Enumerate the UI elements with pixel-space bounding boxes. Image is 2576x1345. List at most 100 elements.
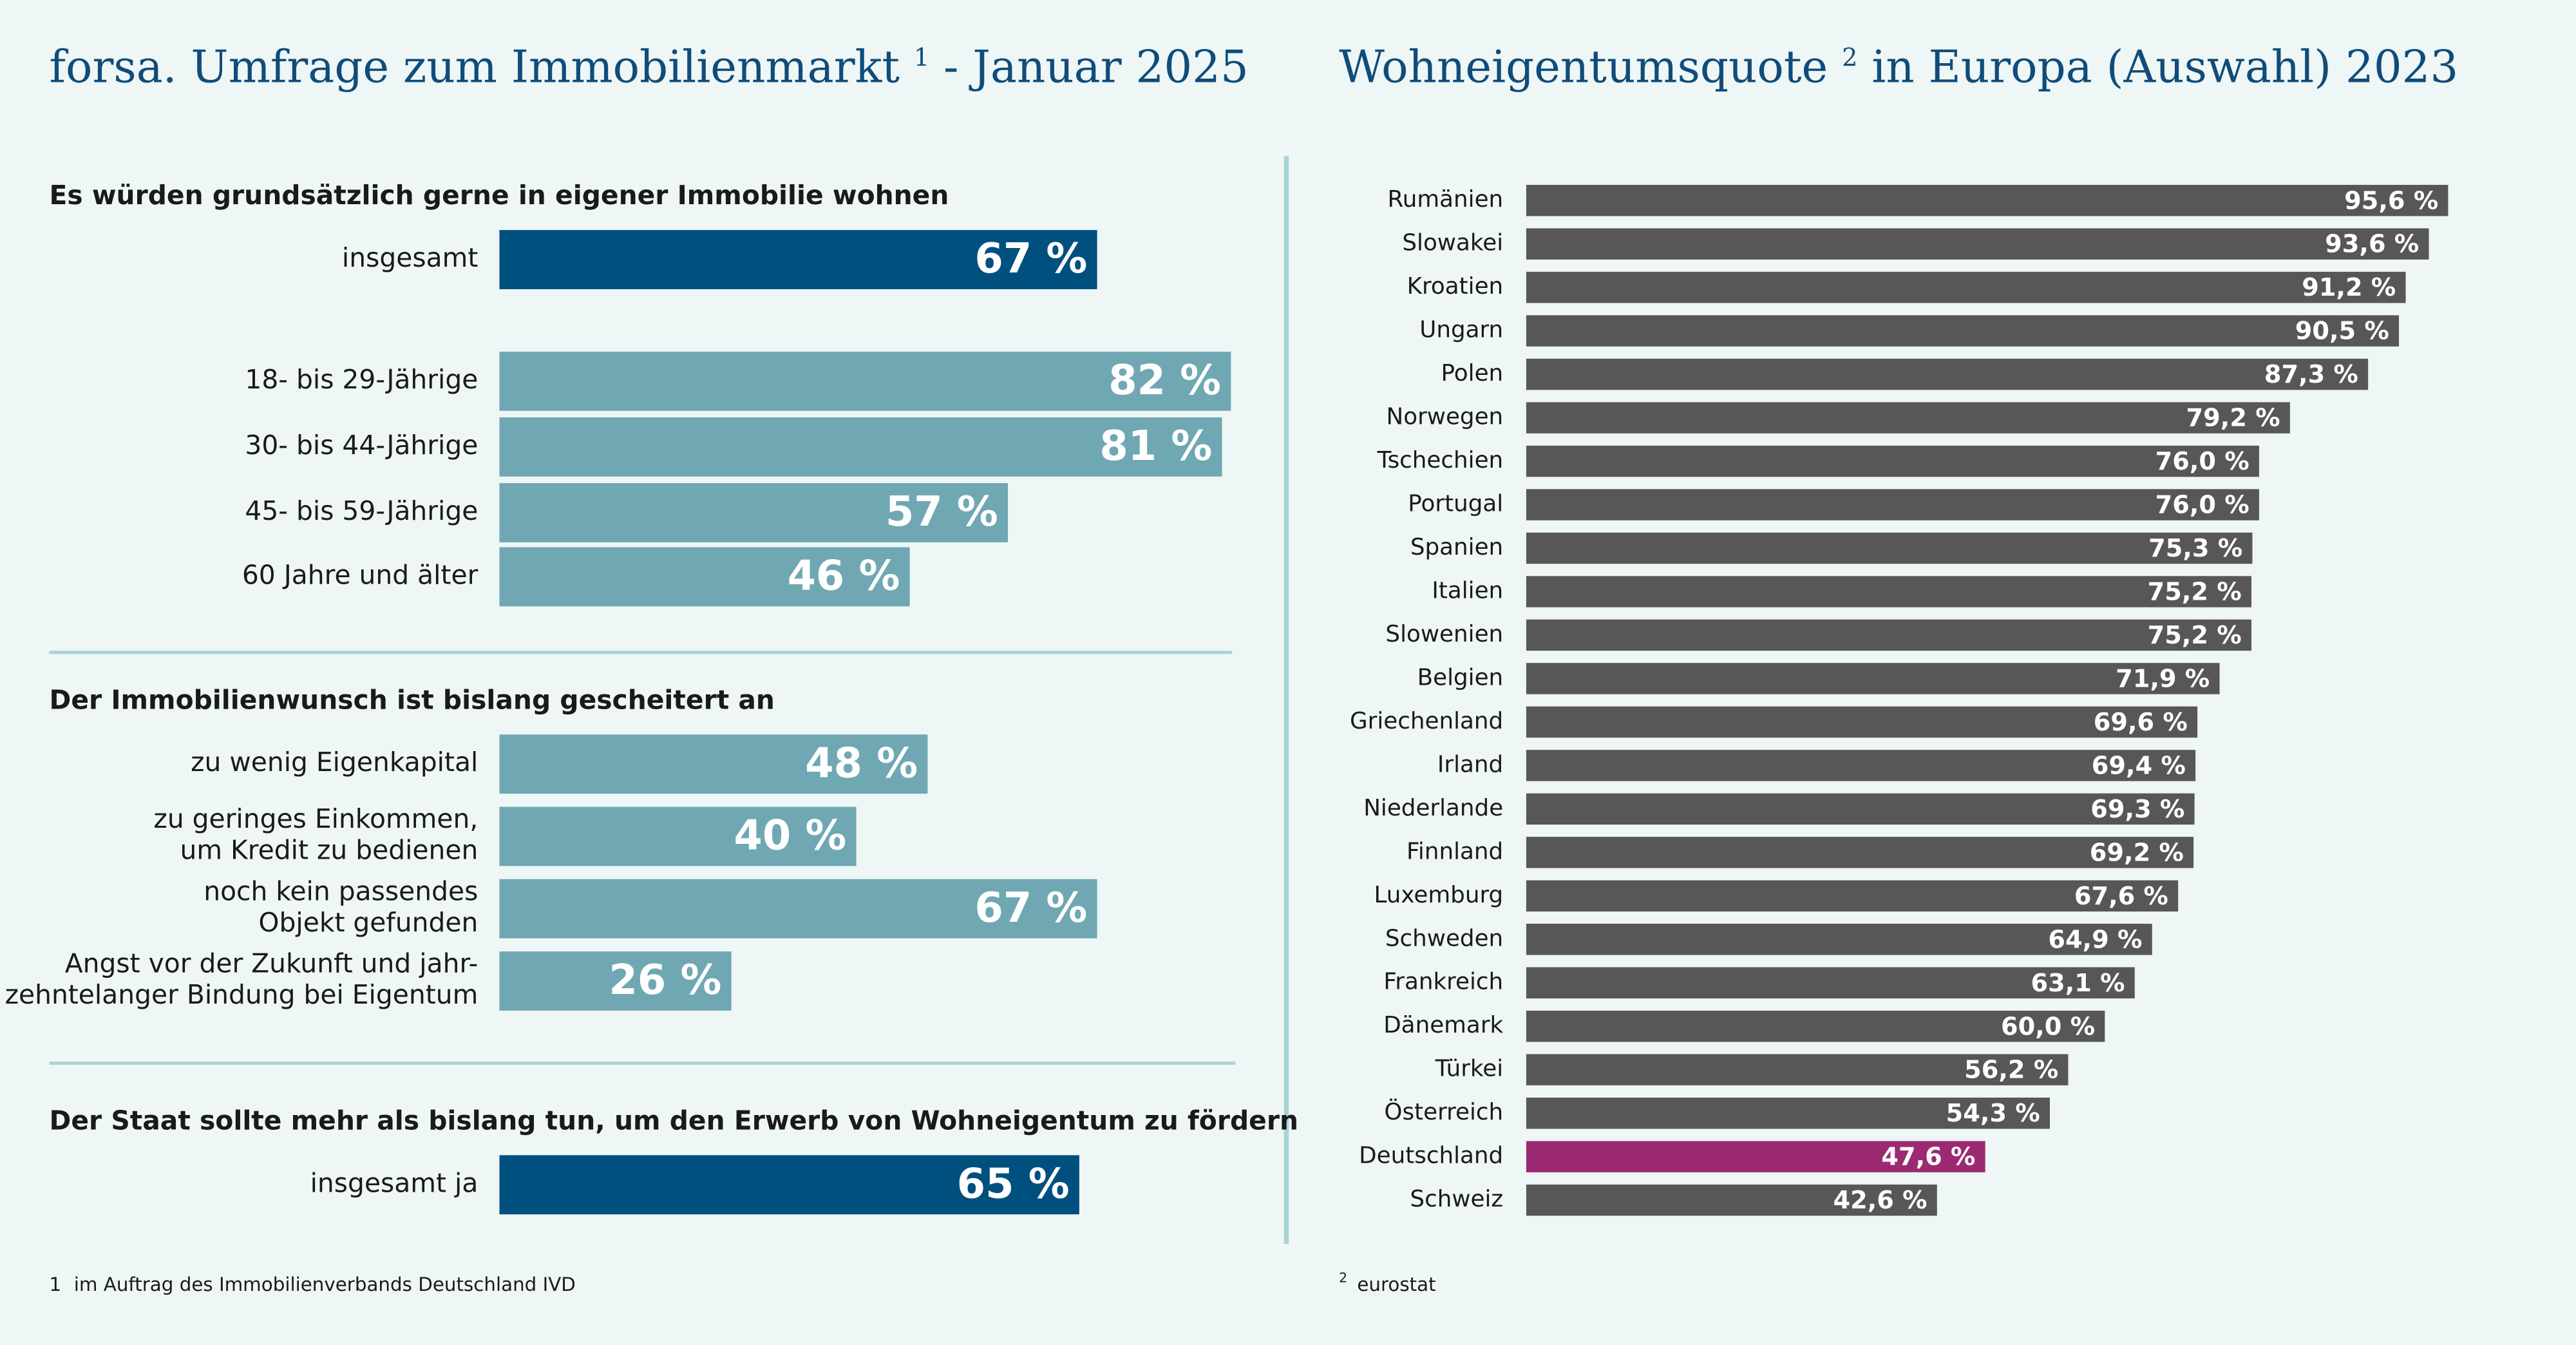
bar [1526, 1097, 2050, 1129]
section-title: Es würden grundsätzlich gerne in eigener… [50, 180, 949, 211]
bar [1526, 228, 2429, 260]
footnote: 1 im Auftrag des Immobilienverbands Deut… [50, 1273, 576, 1295]
value-label: 40 % [734, 812, 846, 860]
category-label: Dänemark [1383, 1012, 1503, 1038]
bar [1526, 358, 2369, 390]
bar [1526, 619, 2251, 651]
category-label: Belgien [1417, 664, 1504, 691]
value-label: 67 % [974, 884, 1087, 932]
category-label: Tschechien [1377, 447, 1504, 473]
category-label: Polen [1441, 360, 1504, 386]
value-label: 76,0 % [2155, 491, 2249, 520]
category-label: insgesamt ja [310, 1167, 478, 1198]
left-header: forsa. Umfrage zum Immobilienmarkt 1 - J… [50, 25, 1249, 93]
category-label: Schweden [1385, 925, 1503, 951]
right-header: Wohneigentumsquote 2 in Europa (Auswahl)… [1339, 25, 2458, 93]
value-label: 64,9 % [2048, 925, 2142, 954]
value-label: 63,1 % [2031, 969, 2125, 998]
bar [1526, 750, 2196, 781]
bar [1526, 1010, 2105, 1042]
category-label: 30- bis 44-Jährige [245, 430, 478, 461]
value-label: 54,3 % [1946, 1099, 2040, 1128]
bar [499, 879, 1097, 939]
bar [499, 734, 928, 794]
value-label: 81 % [1099, 423, 1212, 470]
bar [1526, 1141, 1985, 1172]
category-label: Österreich [1384, 1098, 1503, 1125]
category-label: 60 Jahre und älter [242, 559, 478, 590]
category-label: Niederlande [1363, 795, 1503, 821]
category-label: zu geringes Einkommen, [153, 803, 478, 834]
bar [1526, 532, 2253, 564]
value-label: 82 % [1108, 357, 1221, 405]
value-label: 69,2 % [2090, 838, 2184, 867]
bar [1526, 402, 2290, 434]
bar [1526, 924, 2152, 955]
bar [1526, 967, 2135, 998]
section-title: Der Staat sollte mehr als bislang tun, u… [50, 1105, 1298, 1136]
section-title: Der Immobilienwunsch ist bislang geschei… [50, 684, 775, 715]
footnote: 2 eurostat [1339, 1270, 1436, 1295]
value-label: 76,0 % [2155, 447, 2249, 476]
bar [1526, 271, 2406, 303]
bar [499, 806, 857, 866]
value-label: 42,6 % [1833, 1186, 1927, 1215]
bar [1526, 880, 2179, 912]
category-label: 18- bis 29-Jährige [245, 364, 478, 395]
value-label: 69,3 % [2090, 795, 2184, 824]
value-label: 95,6 % [2344, 186, 2438, 215]
bar [499, 230, 1097, 289]
category-label: Rumänien [1388, 186, 1504, 213]
value-label: 75,3 % [2148, 534, 2242, 563]
bar [499, 1155, 1079, 1215]
value-label: 93,6 % [2325, 230, 2419, 259]
bar [1526, 489, 2259, 520]
value-label: 26 % [609, 957, 722, 1004]
category-label: Irland [1437, 751, 1503, 777]
category-label: Slowenien [1385, 621, 1503, 647]
bar [1526, 706, 2198, 738]
category-label: Kroatien [1407, 273, 1504, 300]
category-label: Ungarn [1419, 317, 1503, 343]
value-label: 57 % [886, 488, 998, 536]
category-label: Türkei [1435, 1056, 1504, 1082]
value-label: 47,6 % [1881, 1143, 1975, 1172]
value-label: 46 % [788, 553, 900, 600]
bar [499, 547, 910, 607]
bar [1526, 1054, 2069, 1085]
category-label: Objekt gefunden [258, 907, 478, 938]
category-label: 45- bis 59-Jährige [245, 495, 478, 526]
category-label: Spanien [1410, 534, 1503, 560]
bar [1526, 837, 2194, 868]
category-label: noch kein passendes [204, 875, 478, 906]
category-label: Schweiz [1410, 1186, 1503, 1212]
value-label: 69,6 % [2094, 708, 2188, 737]
value-label: 75,2 % [2148, 621, 2242, 650]
bar [499, 951, 732, 1011]
value-label: 75,2 % [2148, 578, 2242, 607]
value-label: 69,4 % [2092, 751, 2186, 780]
bar [499, 417, 1222, 477]
category-label: Slowakei [1402, 230, 1503, 256]
category-label: Portugal [1408, 491, 1503, 517]
category-label: um Kredit zu bedienen [180, 835, 478, 866]
bar [499, 482, 1009, 542]
category-label: zehntelanger Bindung bei Eigentum [5, 979, 478, 1010]
value-label: 65 % [957, 1160, 1070, 1208]
bar [1526, 793, 2195, 825]
category-label: Deutschland [1359, 1143, 1503, 1169]
category-label: Griechenland [1350, 708, 1503, 734]
value-label: 56,2 % [1964, 1056, 2058, 1085]
category-label: Italien [1432, 577, 1503, 604]
bar [499, 351, 1231, 411]
bar [1526, 184, 2448, 216]
value-label: 67 % [974, 235, 1087, 283]
value-label: 91,2 % [2302, 273, 2396, 302]
bar [1526, 663, 2220, 694]
category-label: Angst vor der Zukunft und jahr- [65, 948, 478, 979]
category-label: Luxemburg [1374, 882, 1503, 908]
category-label: insgesamt [342, 242, 478, 273]
value-label: 60,0 % [2001, 1012, 2095, 1041]
